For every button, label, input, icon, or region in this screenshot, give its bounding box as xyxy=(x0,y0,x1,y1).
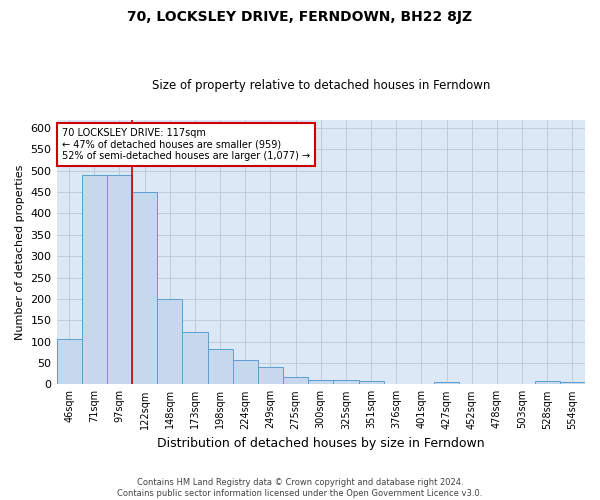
Bar xyxy=(107,175,132,384)
Text: 70, LOCKSLEY DRIVE, FERNDOWN, BH22 8JZ: 70, LOCKSLEY DRIVE, FERNDOWN, BH22 8JZ xyxy=(127,10,473,24)
Bar xyxy=(208,350,233,384)
Bar xyxy=(56,340,82,384)
Bar xyxy=(359,381,383,384)
Title: Size of property relative to detached houses in Ferndown: Size of property relative to detached ho… xyxy=(152,79,490,92)
X-axis label: Distribution of detached houses by size in Ferndown: Distribution of detached houses by size … xyxy=(157,437,485,450)
Bar xyxy=(308,380,334,384)
Bar xyxy=(334,380,359,384)
Bar xyxy=(182,332,208,384)
Bar xyxy=(560,382,585,384)
Bar xyxy=(132,192,157,384)
Bar xyxy=(233,360,258,384)
Bar xyxy=(157,299,182,384)
Text: 70 LOCKSLEY DRIVE: 117sqm
← 47% of detached houses are smaller (959)
52% of semi: 70 LOCKSLEY DRIVE: 117sqm ← 47% of detac… xyxy=(62,128,310,162)
Bar xyxy=(258,367,283,384)
Text: Contains HM Land Registry data © Crown copyright and database right 2024.
Contai: Contains HM Land Registry data © Crown c… xyxy=(118,478,482,498)
Bar xyxy=(434,382,459,384)
Bar xyxy=(283,377,308,384)
Y-axis label: Number of detached properties: Number of detached properties xyxy=(15,164,25,340)
Bar xyxy=(535,382,560,384)
Bar xyxy=(82,175,107,384)
